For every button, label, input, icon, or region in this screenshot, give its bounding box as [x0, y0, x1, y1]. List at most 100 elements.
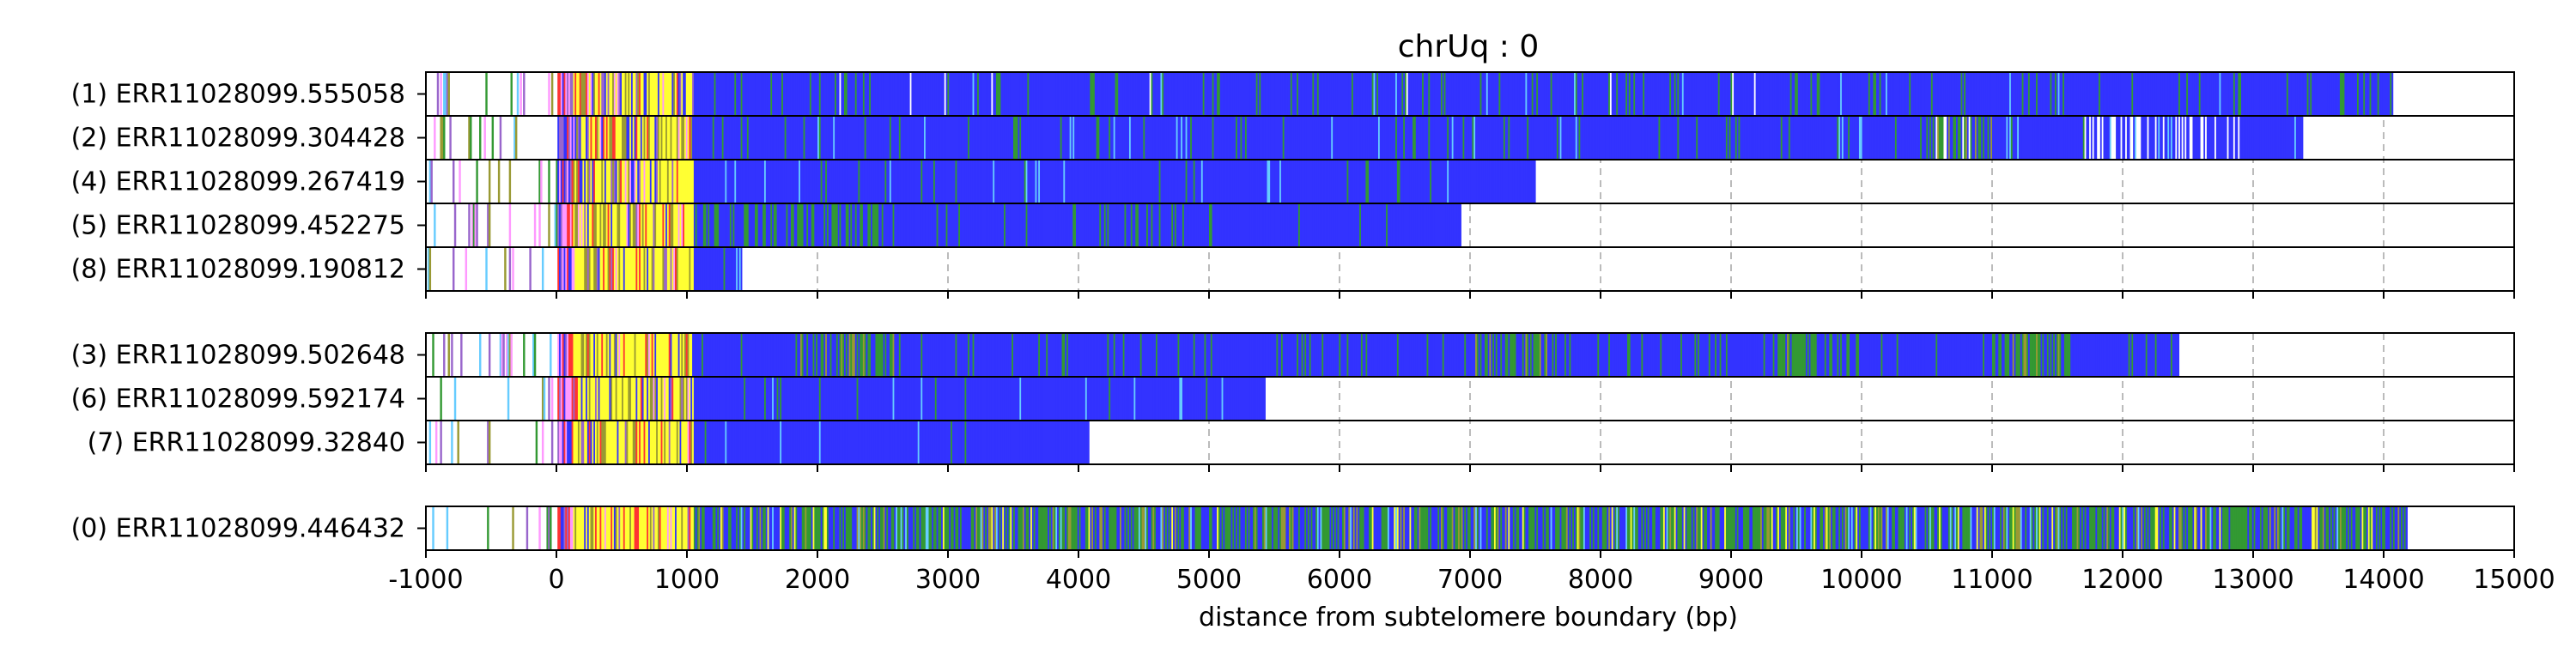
read-segment [753, 333, 756, 377]
read-segment [1091, 203, 1094, 247]
read-segment [1869, 116, 1873, 160]
read-segment [1563, 72, 1565, 116]
read-segment [1536, 333, 1539, 377]
read-segment [1422, 116, 1425, 160]
read-segment [1467, 160, 1470, 203]
read-segment [860, 377, 862, 421]
read-segment [911, 333, 914, 377]
read-segment [1384, 203, 1387, 247]
read-segment [1848, 333, 1850, 377]
read-segment [1871, 116, 1874, 160]
read-segment [1517, 72, 1520, 116]
read-segment [2380, 72, 2383, 116]
read-segment [1375, 203, 1377, 247]
read-segment [1261, 160, 1263, 203]
read-segment [1901, 116, 1904, 160]
read-segment [596, 333, 599, 377]
read-segment [634, 72, 637, 116]
read-segment [2090, 116, 2093, 160]
read-segment [702, 203, 706, 247]
read-segment [645, 116, 647, 160]
read-segment [1592, 116, 1595, 160]
read-segment [1934, 333, 1936, 377]
read-segment [1055, 116, 1058, 160]
read-segment [842, 160, 845, 203]
read-segment [1434, 203, 1437, 247]
read-segment [1911, 72, 1913, 116]
read-segment [1892, 116, 1894, 160]
read-segment [1627, 72, 1630, 116]
read-segment [1091, 333, 1094, 377]
read-segment [2233, 72, 2236, 116]
read-segment [673, 160, 676, 203]
read-segment [1312, 72, 1315, 116]
read-segment [1647, 72, 1650, 116]
read-segment [773, 203, 776, 247]
read-segment [1398, 72, 1401, 116]
read-segment [1580, 72, 1583, 116]
read-segment [647, 72, 649, 116]
read-segment [869, 116, 872, 160]
read-segment [702, 160, 706, 203]
read-segment [687, 116, 690, 160]
read-segment [972, 333, 975, 377]
read-segment [1352, 72, 1356, 116]
read-segment [969, 72, 972, 116]
read-segment [440, 377, 442, 421]
read-segment [2167, 116, 2170, 160]
read-segment [1141, 333, 1144, 377]
read-segment [755, 116, 757, 160]
read-segment [1947, 333, 1949, 377]
read-segment [1816, 333, 1820, 377]
read-segment [856, 377, 860, 421]
read-segment [1694, 72, 1697, 116]
read-segment [721, 247, 725, 291]
read-segment [1176, 160, 1179, 203]
read-segment [878, 160, 881, 203]
read-segment [590, 203, 592, 247]
read-segment [745, 377, 748, 421]
read-segment [1749, 116, 1752, 160]
read-segment [2147, 116, 2149, 160]
read-segment [1907, 72, 1910, 116]
read-segment [1852, 333, 1856, 377]
read-segment [622, 160, 624, 203]
read-segment [1348, 116, 1351, 160]
read-segment [861, 160, 864, 203]
read-segment [1086, 203, 1090, 247]
read-segment [1492, 116, 1495, 160]
read-segment [571, 333, 574, 377]
read-segment [1004, 333, 1006, 377]
read-segment [767, 377, 770, 421]
read-segment [1352, 333, 1356, 377]
read-segment [2092, 116, 2095, 160]
read-segment [1500, 72, 1503, 116]
read-segment [1101, 116, 1103, 160]
read-segment [2027, 333, 2031, 377]
read-segment [1367, 160, 1370, 203]
read-segment [1458, 333, 1461, 377]
read-segment [1867, 116, 1869, 160]
read-segment [628, 72, 630, 116]
read-segment [1333, 116, 1335, 160]
read-segment [799, 72, 801, 116]
read-segment [726, 116, 729, 160]
read-segment [1086, 72, 1090, 116]
read-segment [1157, 203, 1160, 247]
read-segment [1439, 160, 1442, 203]
read-segment [1630, 333, 1633, 377]
read-segment [1057, 333, 1060, 377]
read-segment [1173, 203, 1176, 247]
read-segment [1821, 116, 1824, 160]
read-segment [1620, 116, 1624, 160]
read-segment [1577, 333, 1580, 377]
read-segment [1158, 203, 1162, 247]
read-segment [2076, 333, 2079, 377]
read-segment [1555, 333, 1558, 377]
read-segment [598, 72, 601, 116]
read-segment [1200, 116, 1202, 160]
read-segment [2247, 72, 2250, 116]
read-segment [1365, 72, 1368, 116]
read-segment [808, 72, 811, 116]
read-segment [2054, 333, 2057, 377]
